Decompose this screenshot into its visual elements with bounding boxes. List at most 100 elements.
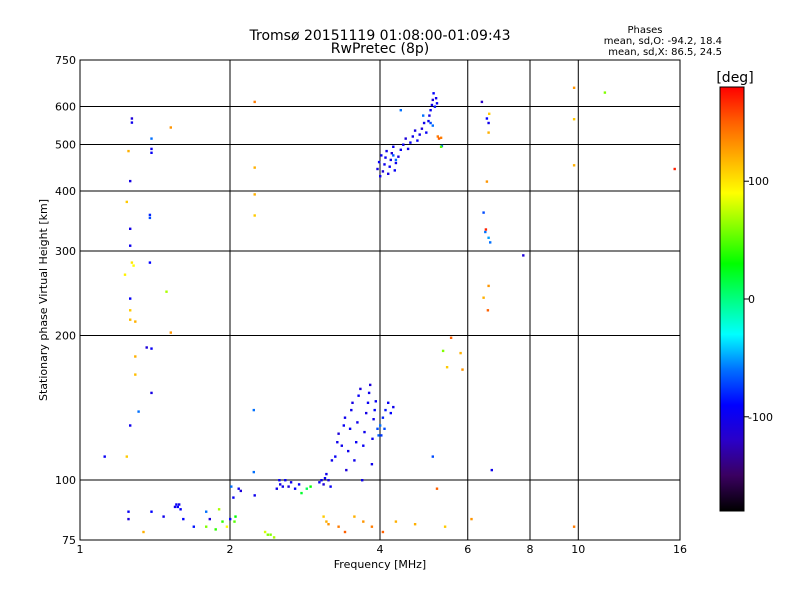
data-point [148, 213, 152, 217]
colorbar-label: [deg] [716, 70, 753, 86]
y-tick-label: 300 [55, 245, 76, 258]
chart-title: Tromsø 20151119 01:08:00-01:09:43 [249, 28, 511, 44]
data-point [272, 536, 276, 539]
data-point [434, 97, 438, 100]
data-point [169, 331, 172, 334]
data-point [430, 103, 434, 107]
data-point [377, 434, 380, 437]
data-point [392, 145, 395, 148]
data-point [373, 408, 376, 412]
data-point [214, 528, 217, 531]
data-point [130, 117, 134, 120]
data-point [342, 424, 345, 427]
data-point [486, 309, 490, 312]
data-point [522, 254, 525, 257]
data-point [393, 169, 396, 172]
x-tick-label: 2 [227, 543, 234, 556]
data-point [150, 137, 153, 140]
data-point [437, 137, 441, 140]
data-point [397, 155, 400, 158]
data-point [361, 479, 364, 482]
data-point [487, 131, 490, 134]
x-tick-label: 1 [77, 543, 84, 556]
data-point [329, 485, 332, 488]
data-point [399, 109, 402, 112]
y-tick-label: 400 [55, 185, 76, 198]
data-point [404, 137, 407, 140]
data-point [309, 485, 312, 488]
data-point [490, 468, 493, 472]
data-point [439, 136, 443, 139]
data-point [387, 172, 390, 175]
data-point [103, 455, 106, 458]
data-point [252, 470, 255, 474]
data-points [103, 86, 676, 539]
data-point [179, 508, 182, 511]
data-point [208, 517, 211, 521]
y-axis-ticks: 75 100 200 300 400 500 600 750 [55, 54, 76, 547]
data-point [429, 121, 432, 125]
data-point [253, 100, 256, 104]
data-point [148, 261, 152, 264]
data-point [409, 141, 412, 144]
data-point [487, 236, 490, 239]
data-point [370, 463, 374, 466]
data-point [357, 394, 360, 397]
data-point [127, 517, 130, 521]
data-point [266, 533, 269, 536]
data-point [374, 400, 377, 403]
data-point [325, 472, 328, 476]
data-point [130, 121, 134, 124]
data-point [482, 211, 485, 214]
data-point [221, 520, 224, 523]
data-point [459, 351, 462, 355]
stats-line-x: mean, sd,X: 86.5, 24.5 [608, 47, 722, 58]
data-point [487, 121, 490, 125]
y-tick-label: 600 [55, 101, 76, 114]
data-point [293, 487, 297, 490]
data-point [148, 216, 152, 220]
y-tick-label: 200 [55, 330, 76, 343]
data-point [322, 483, 325, 486]
data-point [383, 427, 386, 430]
data-point [433, 105, 437, 108]
data-point [343, 416, 347, 419]
data-point [420, 127, 424, 130]
data-point [165, 290, 168, 293]
data-point [389, 411, 392, 415]
data-point [134, 320, 137, 323]
x-tick-label: 6 [464, 543, 471, 556]
data-point [125, 200, 128, 204]
data-point [603, 91, 607, 94]
data-point [182, 517, 185, 521]
data-point [127, 510, 130, 513]
data-point [252, 408, 255, 412]
data-point [484, 230, 487, 234]
data-point [416, 139, 419, 142]
y-tick-label: 75 [62, 534, 76, 547]
data-point [359, 387, 362, 391]
data-point [411, 135, 414, 138]
data-point [217, 508, 221, 511]
data-point [230, 485, 233, 488]
data-point [325, 520, 328, 523]
data-point [129, 424, 132, 427]
data-point [379, 424, 382, 427]
data-point [376, 427, 379, 430]
data-point [394, 158, 398, 162]
data-point [178, 503, 181, 506]
data-point [480, 100, 484, 104]
data-point [383, 163, 386, 166]
data-point [150, 151, 153, 154]
data-point [233, 520, 236, 523]
data-point [253, 166, 256, 169]
data-point [142, 530, 145, 534]
y-tick-label: 100 [55, 474, 76, 487]
data-point [362, 520, 365, 523]
data-point [371, 437, 374, 440]
data-point [150, 510, 153, 513]
data-point [422, 121, 426, 125]
data-point [365, 411, 368, 415]
data-point [345, 468, 348, 472]
data-point [192, 525, 195, 528]
